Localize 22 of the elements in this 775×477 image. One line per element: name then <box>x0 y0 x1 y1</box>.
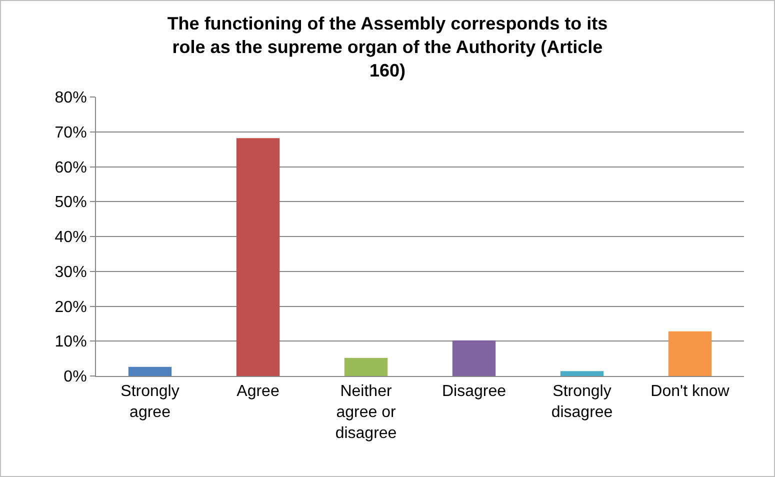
y-tick-label: 80% <box>54 90 87 107</box>
bar <box>128 366 172 376</box>
x-tick-label: Agree <box>236 383 280 400</box>
y-tick-label: 50% <box>54 194 87 212</box>
y-tick-label: 0% <box>64 368 87 386</box>
x-tick-label: Don't know <box>650 383 730 400</box>
y-tick-label: 40% <box>54 229 87 246</box>
chart-title: The functioning of the Assembly corresponds to its role as the supreme organ of the Authority (Article 160) <box>167 14 608 80</box>
x-tick-label: Strongly agree <box>120 383 180 421</box>
bar <box>452 340 496 376</box>
bar <box>560 371 604 376</box>
x-tick-label: Neither agree or disagree <box>335 383 397 442</box>
y-tick-label: 30% <box>54 264 87 281</box>
x-tick-label: Strongly disagree <box>551 383 613 421</box>
y-tick-label: 20% <box>54 298 87 316</box>
bar <box>344 358 388 376</box>
bar <box>236 138 280 376</box>
x-tick-label: Disagree <box>442 383 506 400</box>
y-tick-label: 70% <box>54 124 87 142</box>
y-tick-label: 10% <box>54 334 87 351</box>
bar <box>668 331 712 376</box>
y-tick-label: 60% <box>54 159 87 176</box>
